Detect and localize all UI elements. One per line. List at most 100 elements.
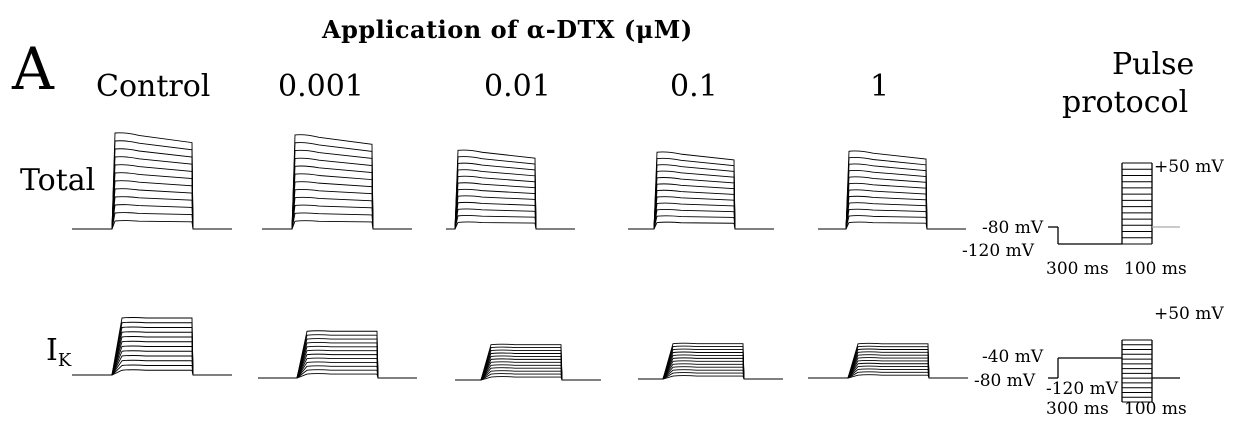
current-sweep [446, 201, 575, 230]
row-label-total: Total [20, 163, 96, 198]
current-sweep [628, 157, 774, 230]
proto-total-test-steps [1122, 162, 1152, 245]
ik-family-2 [455, 343, 601, 381]
proto-ik-test-steps [1122, 339, 1152, 403]
current-sweep [638, 363, 783, 380]
current-sweep [638, 345, 783, 380]
current-sweep [258, 338, 417, 379]
current-sweep [258, 353, 417, 379]
current-sweep [72, 212, 232, 230]
current-sweep [72, 331, 232, 376]
current-sweep [72, 350, 232, 376]
current-sweep [258, 361, 417, 379]
current-sweep [628, 183, 774, 230]
current-sweep [72, 164, 232, 230]
current-sweep [446, 169, 575, 230]
current-sweep [628, 170, 774, 230]
current-sweep [446, 221, 575, 230]
column-label-1: 1 [870, 69, 890, 104]
current-sweep [628, 177, 774, 230]
current-sweep [628, 196, 774, 230]
current-sweep [446, 215, 575, 230]
current-sweep [455, 361, 601, 381]
current-sweep [638, 348, 783, 380]
current-sweep [455, 373, 601, 381]
current-sweep [628, 215, 774, 230]
current-sweep [455, 364, 601, 381]
current-sweep [818, 182, 966, 230]
proto-total-test-label: +50 mV [1154, 157, 1224, 177]
current-sweep [638, 372, 783, 380]
total-current-traces [72, 132, 966, 230]
current-sweep [72, 204, 232, 230]
current-sweep [455, 352, 601, 381]
panel-label: A [12, 35, 54, 103]
current-sweep [446, 195, 575, 230]
current-sweep [72, 345, 232, 376]
current-sweep [455, 358, 601, 381]
ik-family-0 [72, 317, 232, 376]
current-sweep [258, 334, 417, 379]
current-sweep [818, 169, 966, 230]
total-family-1 [262, 134, 412, 230]
current-sweep [258, 369, 417, 379]
current-sweep [818, 202, 966, 230]
column-label-control: Control [96, 69, 211, 104]
current-sweep [258, 349, 417, 379]
current-sweep [808, 371, 968, 379]
protocol-total [1048, 162, 1180, 245]
current-sweep [808, 365, 968, 379]
total-family-3 [628, 151, 774, 230]
current-sweep [72, 326, 232, 376]
current-sweep [455, 346, 601, 381]
protocol-title-line1: Pulse [1112, 47, 1195, 82]
current-sweep [455, 370, 601, 381]
current-sweep [72, 364, 232, 376]
current-sweep [72, 132, 232, 230]
current-sweep [262, 220, 412, 230]
current-sweep [818, 215, 966, 230]
ik-family-3 [638, 342, 783, 380]
current-sweep [72, 369, 232, 376]
current-sweep [258, 373, 417, 379]
current-sweep [446, 208, 575, 230]
current-sweep [818, 195, 966, 230]
current-sweep [262, 204, 412, 230]
proto-total-pre-label: -120 mV [962, 241, 1035, 261]
current-sweep [638, 360, 783, 380]
current-sweep [638, 369, 783, 380]
current-sweep [818, 157, 966, 230]
current-sweep [818, 176, 966, 230]
current-sweep [262, 134, 412, 230]
total-family-2 [446, 149, 575, 230]
proto-ik-pre-duration: 300 ms [1046, 399, 1109, 419]
proto-ik-hold-label: -80 mV [974, 371, 1036, 391]
current-sweep [72, 196, 232, 230]
current-sweep [72, 148, 232, 230]
current-sweep [808, 351, 968, 379]
current-sweep [808, 374, 968, 379]
current-sweep [638, 366, 783, 380]
current-sweep [72, 340, 232, 376]
current-sweep [72, 188, 232, 230]
current-sweep [628, 151, 774, 230]
current-sweep [72, 336, 232, 376]
proto-total-pre-duration: 300 ms [1046, 259, 1109, 279]
current-sweep [455, 367, 601, 381]
current-sweep [258, 365, 417, 379]
current-sweep [72, 355, 232, 376]
current-sweep [262, 173, 412, 230]
current-sweep [72, 359, 232, 376]
current-sweep [72, 140, 232, 230]
current-sweep [638, 351, 783, 380]
current-sweep [72, 317, 232, 376]
current-sweep [628, 202, 774, 230]
current-sweep [808, 357, 968, 379]
current-sweep [808, 359, 968, 379]
current-sweep [808, 368, 968, 379]
proto-ik-test-label: +50 mV [1154, 304, 1224, 324]
current-sweep [258, 330, 417, 379]
current-sweep [628, 221, 774, 230]
